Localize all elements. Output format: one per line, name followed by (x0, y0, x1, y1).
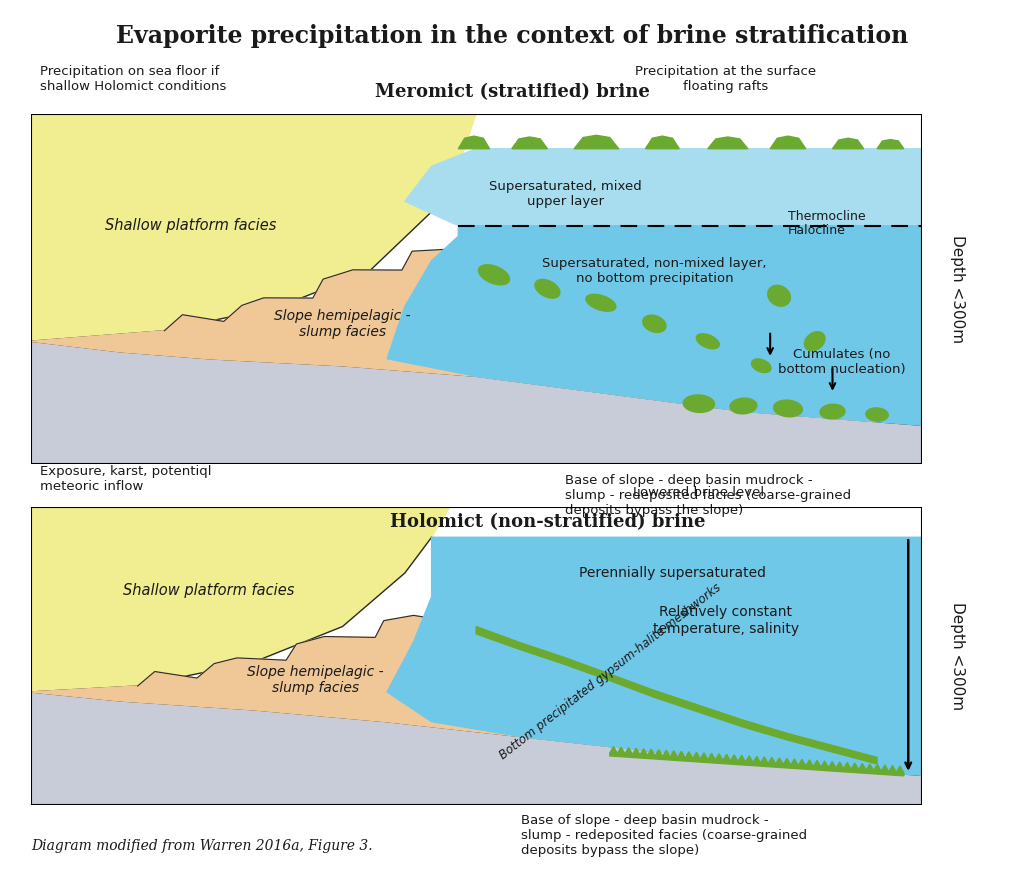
Polygon shape (805, 332, 825, 351)
Text: Slope hemipelagic -
slump facies: Slope hemipelagic - slump facies (248, 665, 384, 695)
Polygon shape (404, 149, 922, 226)
Polygon shape (820, 404, 845, 419)
Text: Thermocline: Thermocline (788, 211, 865, 223)
Text: Evaporite precipitation in the context of brine stratification: Evaporite precipitation in the context o… (116, 24, 908, 48)
Polygon shape (643, 315, 666, 332)
Text: Supersaturated, non-mixed layer,
no bottom precipitation: Supersaturated, non-mixed layer, no bott… (542, 257, 767, 285)
Polygon shape (387, 537, 922, 775)
Polygon shape (708, 137, 748, 149)
Text: Meromict (stratified) brine: Meromict (stratified) brine (375, 83, 649, 102)
Text: Base of slope - deep basin mudrock -
slump - redeposited facies (coarse-grained
: Base of slope - deep basin mudrock - slu… (521, 814, 807, 857)
Text: Slope hemipelagic -
slump facies: Slope hemipelagic - slump facies (274, 309, 411, 339)
Polygon shape (696, 333, 719, 349)
Polygon shape (31, 507, 450, 692)
Text: Shallow platform facies: Shallow platform facies (105, 218, 276, 234)
Polygon shape (645, 136, 679, 149)
Polygon shape (752, 359, 771, 373)
Text: Relatively constant
temperature, salinity: Relatively constant temperature, salinit… (652, 606, 799, 635)
Polygon shape (586, 294, 615, 311)
Polygon shape (459, 136, 489, 149)
Polygon shape (31, 341, 922, 464)
Polygon shape (610, 746, 904, 776)
Polygon shape (31, 607, 902, 773)
Polygon shape (683, 395, 715, 412)
Text: Supersaturated, mixed
upper layer: Supersaturated, mixed upper layer (488, 180, 642, 208)
Polygon shape (478, 265, 510, 284)
Text: Shallow platform facies: Shallow platform facies (123, 584, 295, 598)
Polygon shape (476, 626, 878, 764)
Text: Depth <300m: Depth <300m (949, 602, 965, 711)
Polygon shape (512, 137, 548, 149)
Polygon shape (730, 398, 757, 414)
Text: Holomict (non-stratified) brine: Holomict (non-stratified) brine (390, 514, 706, 531)
Polygon shape (574, 136, 618, 149)
Polygon shape (31, 114, 476, 341)
Polygon shape (31, 692, 922, 805)
Polygon shape (31, 248, 878, 422)
Text: Bottom precipitated gypsum-halite meshworks: Bottom precipitated gypsum-halite meshwo… (497, 581, 723, 761)
Text: Cumulates (no
bottom nucleation): Cumulates (no bottom nucleation) (777, 348, 905, 376)
Text: Halocline: Halocline (788, 225, 846, 237)
Polygon shape (866, 408, 888, 421)
Text: Precipitation at the surface
floating rafts: Precipitation at the surface floating ra… (635, 65, 816, 93)
Text: Lowered brine level: Lowered brine level (633, 486, 765, 499)
Polygon shape (387, 226, 922, 425)
Text: Perennially supersaturated: Perennially supersaturated (579, 566, 766, 580)
Text: Precipitation on sea floor if
shallow Holomict conditions: Precipitation on sea floor if shallow Ho… (40, 65, 226, 93)
Text: Exposure, karst, potentiql
meteoric inflow: Exposure, karst, potentiql meteoric infl… (40, 465, 211, 493)
Text: Depth <300m: Depth <300m (949, 234, 965, 343)
Polygon shape (773, 400, 803, 416)
Polygon shape (833, 138, 863, 149)
Text: Base of slope - deep basin mudrock -
slump - redeposited facies (coarse-grained
: Base of slope - deep basin mudrock - slu… (565, 474, 851, 517)
Text: Diagram modified from Warren 2016a, Figure 3.: Diagram modified from Warren 2016a, Figu… (31, 839, 373, 853)
Polygon shape (770, 136, 806, 149)
Polygon shape (768, 285, 791, 306)
Polygon shape (878, 139, 904, 149)
Polygon shape (535, 279, 560, 298)
